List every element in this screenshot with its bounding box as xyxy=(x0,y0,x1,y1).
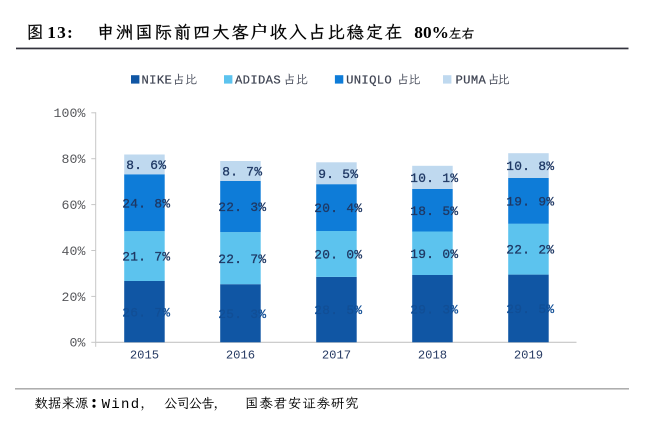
svg-text:0%: 0% xyxy=(69,336,85,351)
svg-text:10. 8%: 10. 8% xyxy=(506,159,554,174)
svg-text:10. 1%: 10. 1% xyxy=(410,171,458,186)
svg-text:24. 8%: 24. 8% xyxy=(122,196,170,211)
svg-text:60%: 60% xyxy=(61,198,85,213)
svg-text:8. 6%: 8. 6% xyxy=(126,158,166,173)
svg-text:2019: 2019 xyxy=(514,349,543,363)
svg-text:UNIQLO: UNIQLO xyxy=(346,74,392,88)
svg-text:22. 2%: 22. 2% xyxy=(506,243,554,258)
svg-text:2018: 2018 xyxy=(418,349,447,363)
svg-text:20%: 20% xyxy=(61,290,85,305)
svg-text:22. 3%: 22. 3% xyxy=(218,200,266,215)
svg-text:26. 7%: 26. 7% xyxy=(122,305,170,320)
svg-text:22. 7%: 22. 7% xyxy=(218,252,266,267)
svg-text:13:: 13: xyxy=(47,23,74,42)
svg-text:29. 3%: 29. 3% xyxy=(410,302,458,317)
svg-text:2016: 2016 xyxy=(226,349,255,363)
svg-text:29. 5%: 29. 5% xyxy=(506,302,554,317)
svg-text:21. 7%: 21. 7% xyxy=(122,250,170,265)
svg-text:18. 5%: 18. 5% xyxy=(410,204,458,219)
svg-text:19. 9%: 19. 9% xyxy=(506,194,554,209)
svg-text:25. 3%: 25. 3% xyxy=(218,307,266,322)
svg-text:2015: 2015 xyxy=(130,349,159,363)
svg-text:100%: 100% xyxy=(53,106,85,121)
svg-text:Wind: Wind xyxy=(102,397,141,413)
svg-text:28. 5%: 28. 5% xyxy=(314,303,362,318)
svg-text:20. 0%: 20. 0% xyxy=(314,248,362,263)
svg-text:8. 7%: 8. 7% xyxy=(222,165,262,180)
svg-text:80%: 80% xyxy=(414,23,449,42)
svg-text:20. 4%: 20. 4% xyxy=(314,201,362,216)
svg-text:ADIDAS: ADIDAS xyxy=(235,74,281,88)
svg-text:2017: 2017 xyxy=(322,349,351,363)
svg-text:9. 5%: 9. 5% xyxy=(318,167,358,182)
svg-text:NIKE: NIKE xyxy=(142,74,173,88)
svg-text:40%: 40% xyxy=(61,244,85,259)
svg-text:PUMA: PUMA xyxy=(456,74,487,88)
svg-text:19. 0%: 19. 0% xyxy=(410,247,458,262)
svg-text:80%: 80% xyxy=(61,152,85,167)
